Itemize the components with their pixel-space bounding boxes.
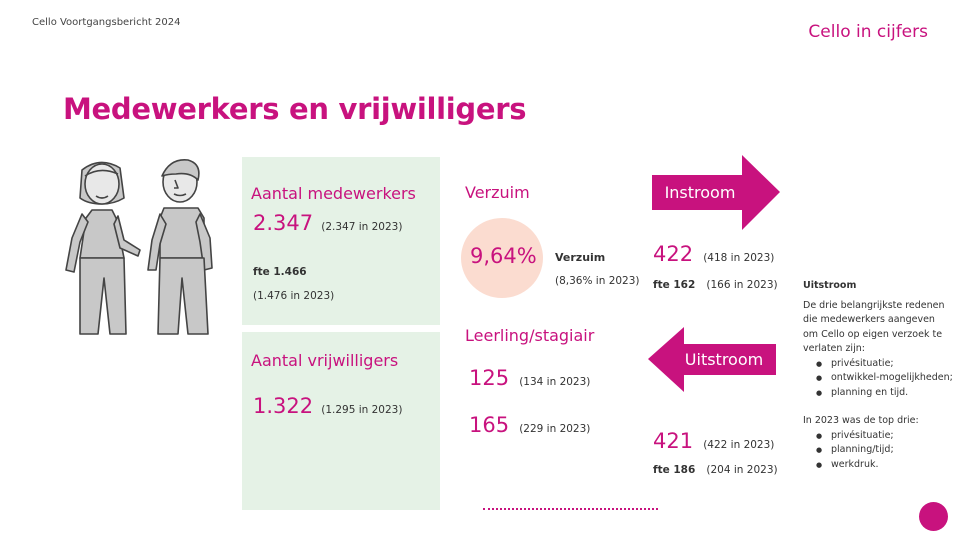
uitstroom-fte-prev: (204 in 2023) [706, 464, 778, 476]
trainees-heading: Leerling/stagiair [465, 326, 595, 345]
list-item: ontwikkel-mogelijkheden; [816, 371, 953, 386]
top-three-list: privésituatie; planning/tijd; werkdruk. [803, 429, 953, 473]
trainees-row-1-value: 125 [469, 366, 510, 390]
uitstroom-explanation-intro: De drie belangrijkste redenen die medewe… [803, 299, 945, 355]
verzuim-value: 9,64% [470, 244, 537, 268]
verzuim-circle [461, 218, 543, 298]
list-item: privésituatie; [816, 429, 953, 444]
volunteers-count-row: 1.322 (1.295 in 2023) [253, 394, 402, 418]
instroom-count-prev: (418 in 2023) [703, 252, 775, 264]
reasons-list: privésituatie; ontwikkel-mogelijkheden; … [803, 357, 953, 401]
top-three-intro: In 2023 was de top drie: [803, 415, 919, 426]
employees-count-row: 2.347 (2.347 in 2023) [253, 211, 402, 235]
instroom-count-row: 422 (418 in 2023) [653, 242, 774, 266]
instroom-label: Instroom [664, 183, 736, 202]
instroom-count: 422 [653, 242, 694, 266]
volunteers-label: Aantal vrijwilligers [251, 351, 399, 370]
employees-label: Aantal medewerkers [251, 184, 416, 203]
page-badge [919, 502, 948, 531]
uitstroom-explanation-heading: Uitstroom [803, 280, 857, 291]
verzuim-heading: Verzuim [465, 183, 530, 202]
employees-count: 2.347 [253, 211, 314, 235]
uitstroom-label: Uitstroom [684, 350, 764, 369]
instroom-arrow-shape [652, 155, 780, 230]
uitstroom-fte-row: fte 186 (204 in 2023) [653, 458, 778, 477]
list-item: planning en tijd. [816, 386, 953, 401]
uitstroom-arrow-shape [648, 327, 776, 392]
section-title: Cello in cijfers [808, 22, 928, 42]
volunteers-count-prev: (1.295 in 2023) [321, 404, 403, 416]
uitstroom-explanation: Uitstroom De drie belangrijkste redenen … [803, 279, 953, 472]
list-item: planning/tijd; [816, 443, 953, 458]
uitstroom-fte: fte 186 [653, 464, 696, 476]
uitstroom-count: 421 [653, 429, 694, 453]
list-item: werkdruk. [816, 458, 953, 473]
report-title: Cello Voortgangsbericht 2024 [32, 17, 181, 28]
volunteers-count: 1.322 [253, 394, 314, 418]
trainees-row-2: 165 (229 in 2023) [469, 413, 590, 437]
page-title: Medewerkers en vrijwilligers [63, 92, 527, 126]
volunteers-panel: Aantal vrijwilligers 1.322 (1.295 in 202… [242, 332, 440, 510]
trainees-row-1: 125 (134 in 2023) [469, 366, 590, 390]
verzuim-label: Verzuim [555, 251, 606, 264]
trainees-row-2-value: 165 [469, 413, 510, 437]
instroom-fte-prev: (166 in 2023) [706, 279, 778, 291]
instroom-fte-row: fte 162 (166 in 2023) [653, 273, 778, 292]
employees-panel: Aantal medewerkers 2.347 (2.347 in 2023)… [242, 157, 440, 325]
dotted-divider [483, 500, 658, 510]
list-item: privésituatie; [816, 357, 953, 372]
people-illustration [65, 159, 213, 335]
trainees-row-2-prev: (229 in 2023) [519, 423, 591, 435]
uitstroom-count-row: 421 (422 in 2023) [653, 429, 774, 453]
uitstroom-count-prev: (422 in 2023) [703, 439, 775, 451]
verzuim-prev: (8,36% in 2023) [555, 275, 640, 287]
trainees-row-1-prev: (134 in 2023) [519, 376, 591, 388]
employees-fte: fte 1.466 [253, 266, 307, 278]
employees-fte-prev: (1.476 in 2023) [253, 290, 335, 302]
employees-count-prev: (2.347 in 2023) [321, 221, 403, 233]
instroom-fte: fte 162 [653, 279, 696, 291]
